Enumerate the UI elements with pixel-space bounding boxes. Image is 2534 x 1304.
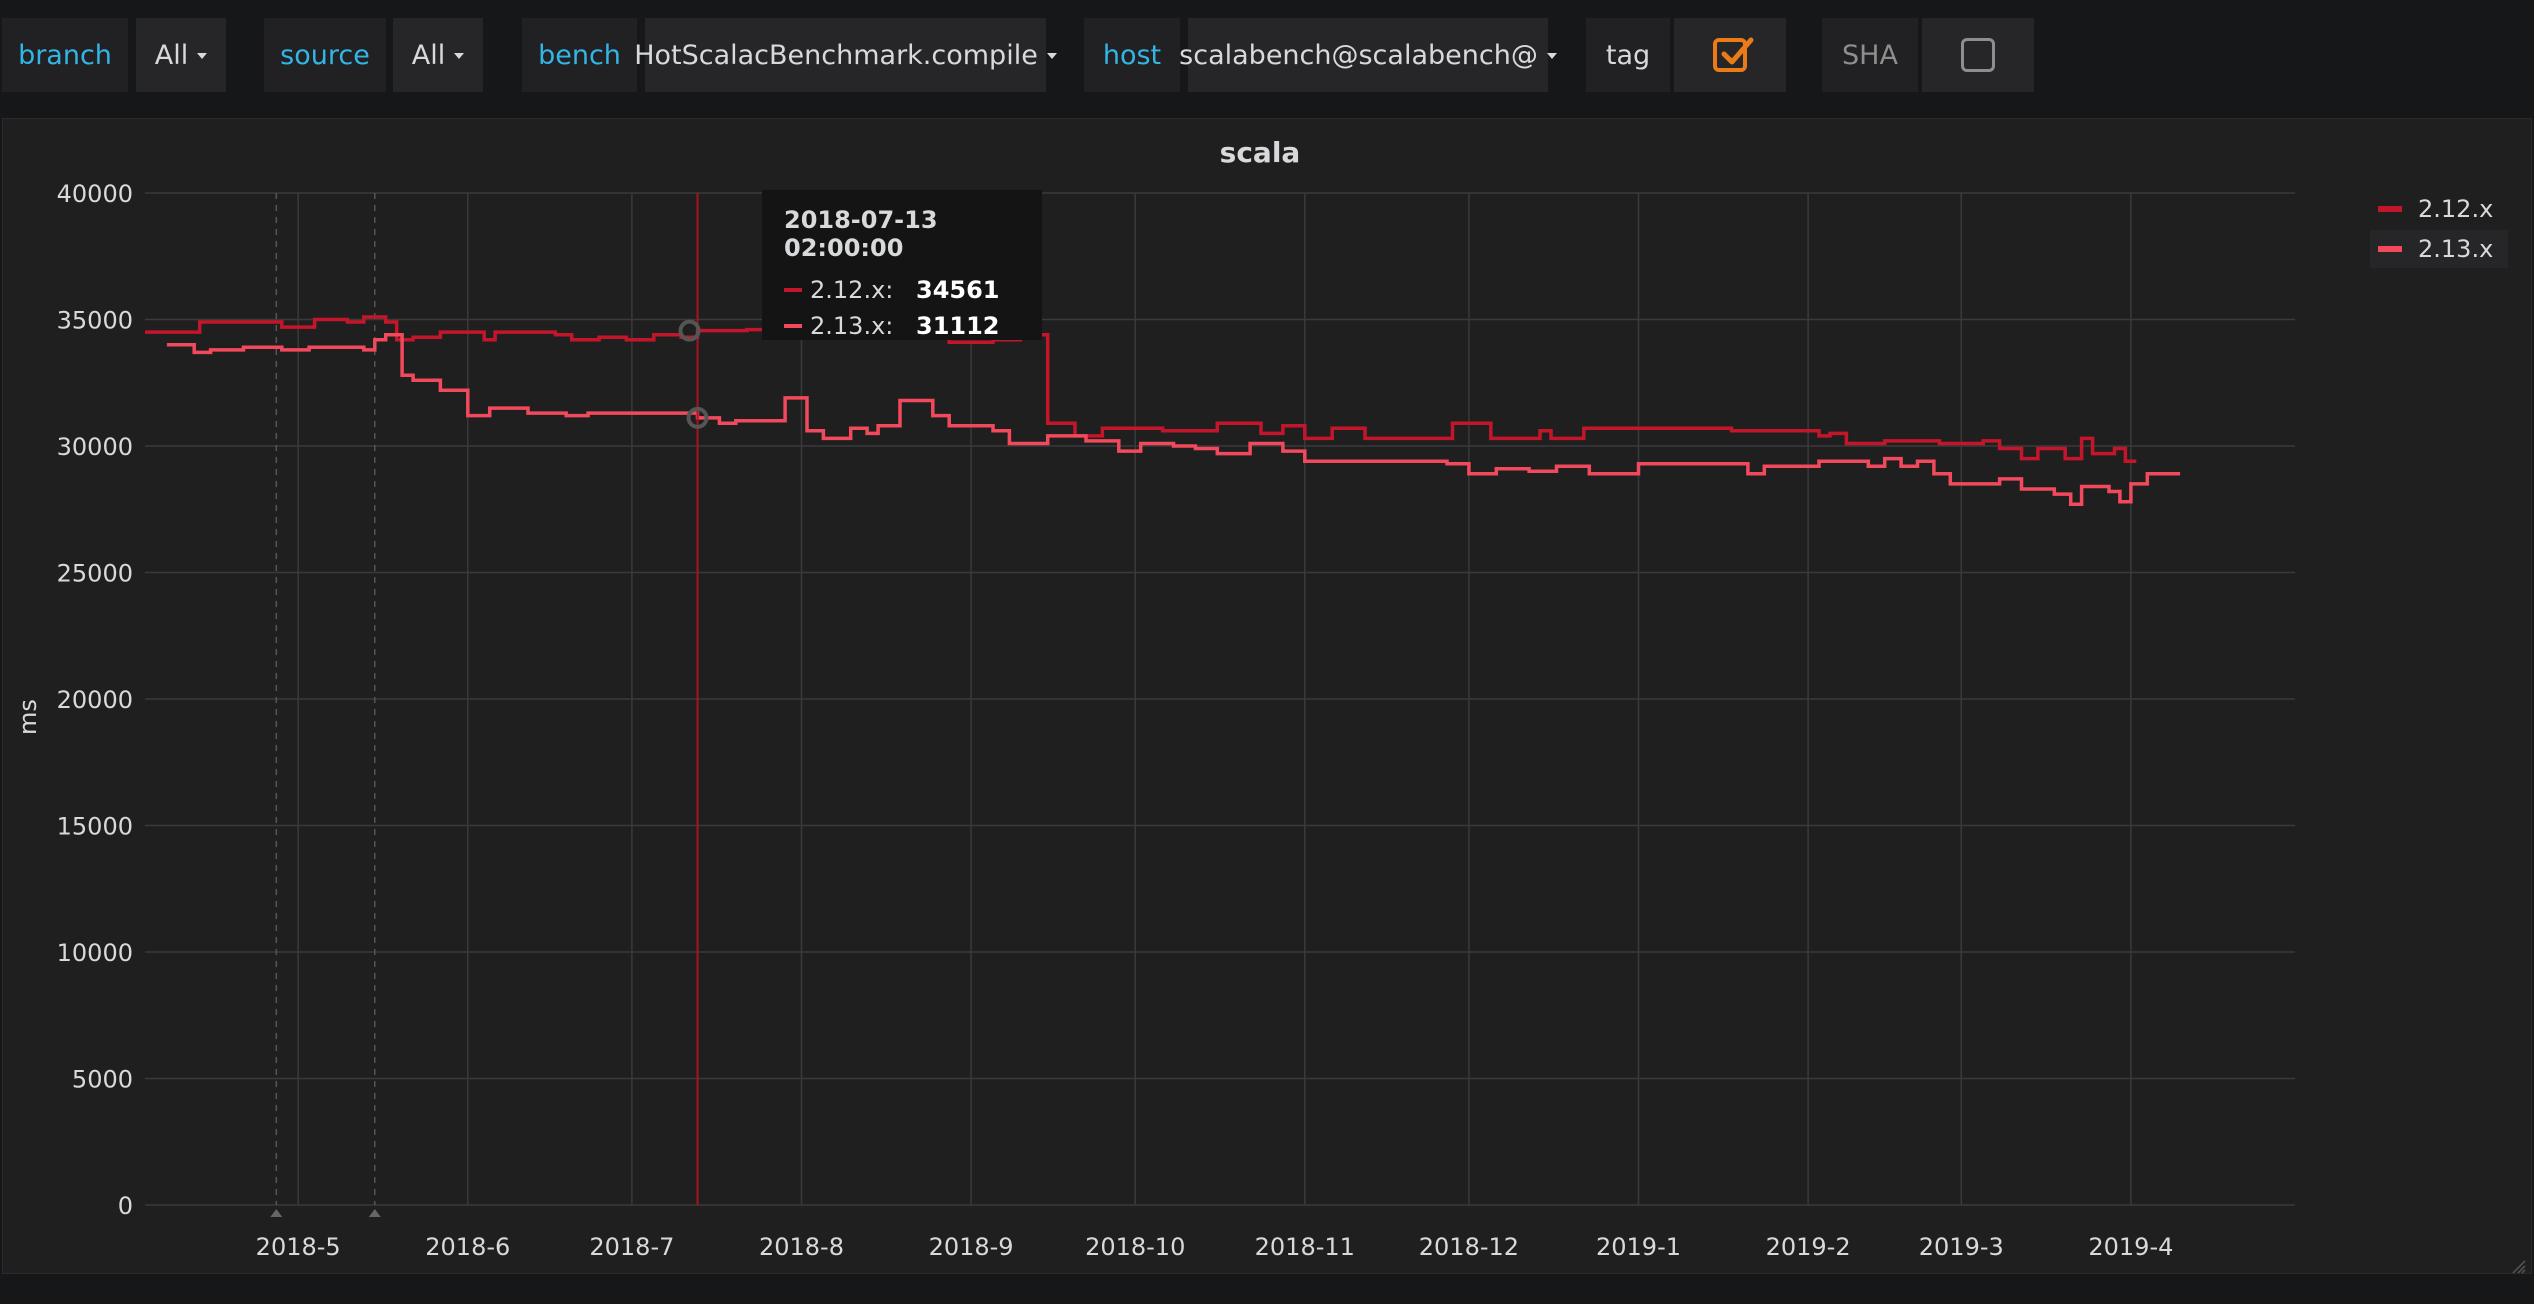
chart-grid	[145, 192, 2295, 1206]
caret-down-icon	[454, 53, 465, 59]
hover-point-marker	[678, 319, 701, 342]
y-tick-label: 20000	[57, 686, 133, 714]
source-dropdown[interactable]: All	[393, 18, 483, 92]
variable-label-host: host	[1084, 18, 1180, 92]
legend-swatch	[2378, 246, 2402, 252]
graph-panel	[2, 118, 2532, 1274]
y-tick-label: 30000	[57, 433, 133, 461]
variable-label-tag: tag	[1586, 18, 1670, 92]
x-tick-label: 2018-12	[1419, 1233, 1519, 1261]
host-dropdown[interactable]: scalabench@scalabench@	[1179, 18, 1557, 92]
branch-dropdown[interactable]: All	[136, 18, 226, 92]
series-line-2-12-x	[145, 315, 2137, 463]
y-axis-tick-labels: 0 5000 10000 15000 20000 25000 30000 35000 40000	[57, 180, 133, 1220]
x-axis-tick-labels: 2018-5 2018-6 2018-7 2018-8 2018-9 2018-10 201…	[256, 1233, 2174, 1261]
y-tick-label: 25000	[57, 560, 133, 588]
x-tick-label: 2018-11	[1255, 1233, 1355, 1261]
y-tick-label: 35000	[57, 307, 133, 335]
legend-label: 2.13.x	[2418, 235, 2494, 263]
tooltip-swatch	[784, 288, 802, 292]
y-axis-label: ms	[14, 699, 42, 735]
tooltip-series-value: 34561	[916, 276, 1000, 304]
tooltip-series-name: 2.13.x:	[810, 312, 894, 340]
variable-label-source: source	[264, 18, 386, 92]
template-variables-bar: branch All source All bench HotScalacBen…	[0, 18, 2534, 92]
y-tick-label: 0	[118, 1192, 133, 1220]
chart-legend: 2.12.x 2.13.x	[2370, 190, 2508, 270]
y-tick-label: 5000	[72, 1066, 133, 1094]
hover-tooltip: 2018-07-13 02:00:00 2.12.x: 34561 2.13.x…	[762, 190, 1042, 340]
x-tick-label: 2018-7	[589, 1233, 674, 1261]
chart-series	[145, 193, 2181, 1205]
sha-checkbox[interactable]	[1922, 18, 2034, 92]
checkbox-checked-icon	[1713, 37, 1754, 72]
annotation-marker-icon	[270, 1209, 283, 1217]
panel-title[interactable]: scala	[1219, 136, 1301, 169]
panel-resize-handle-icon[interactable]	[2510, 1258, 2526, 1274]
tooltip-row-2-12: 2.12.x: 34561	[784, 272, 1020, 308]
chart-annotations	[270, 193, 381, 1217]
y-tick-label: 10000	[57, 939, 133, 967]
legend-swatch	[2378, 206, 2402, 212]
tooltip-swatch	[784, 324, 802, 328]
caret-down-icon	[1046, 53, 1057, 59]
tooltip-row-2-13: 2.13.x: 31112	[784, 308, 1020, 344]
y-tick-label: 15000	[57, 813, 133, 841]
hover-point-marker	[686, 406, 709, 429]
bench-dropdown[interactable]: HotScalacBenchmark.compile	[634, 18, 1057, 92]
x-tick-label: 2018-6	[425, 1233, 510, 1261]
legend-label: 2.12.x	[2418, 195, 2494, 223]
variable-label-branch: branch	[2, 18, 128, 92]
legend-item-2-13[interactable]: 2.13.x	[2370, 230, 2508, 268]
x-tick-label: 2019-4	[2088, 1233, 2173, 1261]
x-tick-label: 2019-3	[1919, 1233, 2004, 1261]
caret-down-icon	[1546, 53, 1557, 59]
x-tick-label: 2018-10	[1085, 1233, 1185, 1261]
annotation-marker-icon	[368, 1209, 381, 1217]
x-tick-label: 2018-9	[929, 1233, 1014, 1261]
x-tick-label: 2018-5	[256, 1233, 341, 1261]
caret-down-icon	[197, 53, 208, 59]
tooltip-time: 2018-07-13 02:00:00	[784, 206, 938, 262]
legend-item-2-12[interactable]: 2.12.x	[2370, 190, 2508, 228]
y-tick-label: 40000	[57, 180, 133, 208]
branch-dropdown-value: All	[154, 39, 189, 71]
x-tick-label: 2019-1	[1596, 1233, 1681, 1261]
checkbox-unchecked-icon	[1961, 38, 1995, 72]
x-tick-label: 2019-2	[1766, 1233, 1851, 1261]
source-dropdown-value: All	[411, 39, 446, 71]
tag-checkbox[interactable]	[1674, 18, 1786, 92]
variable-label-bench: bench	[522, 18, 637, 92]
x-tick-label: 2018-8	[759, 1233, 844, 1261]
variable-label-sha: SHA	[1822, 18, 1918, 92]
tooltip-series-name: 2.12.x:	[810, 276, 894, 304]
series-line-2-13-x	[166, 332, 2181, 506]
host-dropdown-value: scalabench@scalabench@	[1179, 39, 1538, 71]
bench-dropdown-value: HotScalacBenchmark.compile	[634, 39, 1038, 71]
tooltip-series-value: 31112	[916, 312, 1000, 340]
